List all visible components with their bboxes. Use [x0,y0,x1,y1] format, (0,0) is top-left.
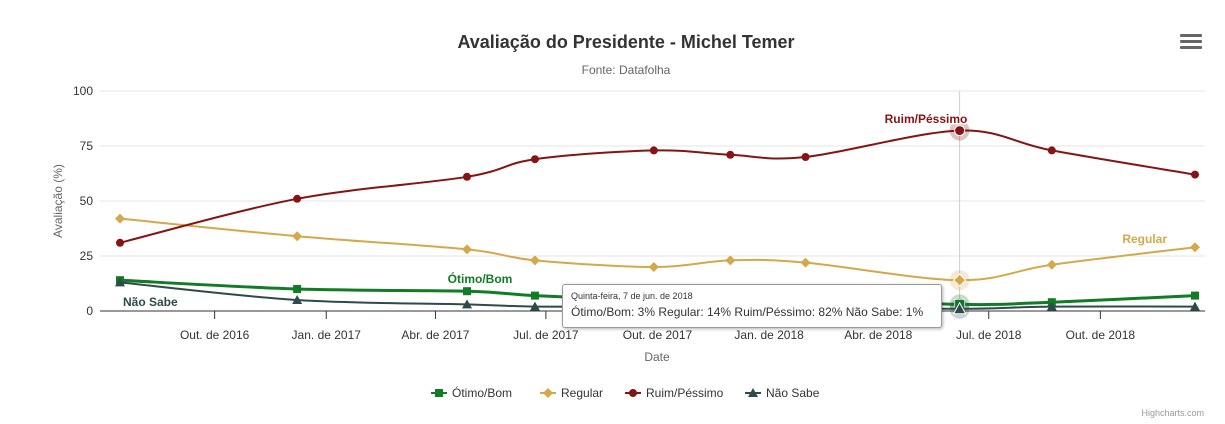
x-tick-label: Out. de 2017 [623,328,693,342]
data-point[interactable] [530,291,539,300]
legend-item[interactable]: Não Sabe [745,386,820,400]
data-point[interactable] [801,153,810,161]
legend: Ótimo/Bom Regular Ruim/Péssimo Não Sabe [431,385,820,400]
data-point[interactable] [529,301,540,311]
y-tick-label: 25 [80,249,94,263]
legend-symbol [629,389,637,397]
y-tick-label: 75 [80,139,94,153]
data-point[interactable] [463,287,472,296]
data-point[interactable] [462,244,473,255]
series-label: Ótimo/Bom [448,271,513,286]
legend-symbol [543,388,553,398]
y-tick-label: 0 [86,304,93,318]
data-point[interactable] [292,231,303,242]
series-1 [115,213,1200,291]
x-tick-label: Jan. de 2017 [292,328,362,342]
legend-label: Não Sabe [766,386,820,400]
series-label: Não Sabe [123,295,178,309]
legend-label: Ótimo/Bom [452,385,512,400]
x-tick-label: Out. de 2018 [1066,328,1136,342]
data-point[interactable] [725,255,736,266]
y-tick-label: 100 [73,84,93,98]
y-axis-title: Avaliação (%) [51,164,65,238]
data-point[interactable] [726,150,735,159]
data-point[interactable] [1046,301,1057,311]
legend-symbol [748,388,758,397]
data-point[interactable] [1047,146,1056,155]
data-point-highlighted[interactable] [952,301,967,315]
tooltip-values: Ótimo/Bom: 3% Regular: 14% Ruim/Péssimo:… [571,305,924,319]
data-point[interactable] [293,194,302,203]
legend-label: Regular [561,386,603,400]
data-point-highlighted[interactable] [952,273,967,287]
series-labels: Ótimo/Bom Regular Ruim/Péssimo Não Sabe [122,111,1169,311]
series-label: Ruim/Péssimo [885,112,968,126]
data-point[interactable] [648,262,659,272]
legend-label: Ruim/Péssimo [646,386,724,400]
credits[interactable]: Highcharts.com [1141,408,1204,418]
data-point[interactable] [1046,259,1057,270]
x-tick-label: Jan. de 2018 [734,328,804,342]
y-tick-label: 50 [80,194,94,208]
x-tick-label: Abr. de 2017 [401,328,469,342]
chart-title: Avaliação do Presidente - Michel Temer [457,32,794,52]
data-point[interactable] [293,285,302,293]
chart-subtitle: Fonte: Datafolha [582,63,671,77]
tooltip-date: Quinta-feira, 7 de jun. de 2018 [571,291,693,301]
x-tick-label: Jul. de 2018 [956,328,1022,342]
data-point[interactable] [1191,291,1199,300]
series-line [119,217,1196,282]
legend-symbol [435,389,443,397]
data-point[interactable] [115,213,125,224]
tooltip: Quinta-feira, 7 de jun. de 2018 Ótimo/Bo… [562,284,942,328]
y-axis: 0 25 50 75 100 [73,84,93,318]
data-point-highlighted[interactable] [954,125,966,137]
data-point[interactable] [463,172,472,181]
data-point[interactable] [462,299,473,309]
data-point[interactable] [292,295,303,304]
legend-item[interactable]: Ruim/Péssimo [625,386,724,400]
series-label: Regular [1122,232,1167,246]
x-tick-label: Jul. de 2017 [513,328,579,342]
grid [100,90,1205,312]
data-point[interactable] [1190,242,1200,253]
data-point[interactable] [800,257,811,268]
series-line [119,129,1196,244]
data-point[interactable] [115,277,125,287]
menu-icon[interactable] [1180,34,1202,52]
data-point[interactable] [116,238,124,247]
legend-item[interactable]: Ótimo/Bom [431,385,512,400]
x-tick-label: Abr. de 2018 [844,328,912,342]
data-point[interactable] [529,255,540,266]
data-point[interactable] [1191,170,1199,179]
x-axis: Out. de 2016 Jan. de 2017 Abr. de 2017 Jul.… [180,311,1135,342]
series-2 [116,120,1199,247]
legend-item[interactable]: Regular [540,386,603,400]
x-tick-label: Out. de 2016 [180,328,250,342]
data-point[interactable] [1190,301,1200,311]
data-point[interactable] [649,146,658,155]
data-point[interactable] [530,155,539,164]
x-axis-title: Date [644,350,670,364]
